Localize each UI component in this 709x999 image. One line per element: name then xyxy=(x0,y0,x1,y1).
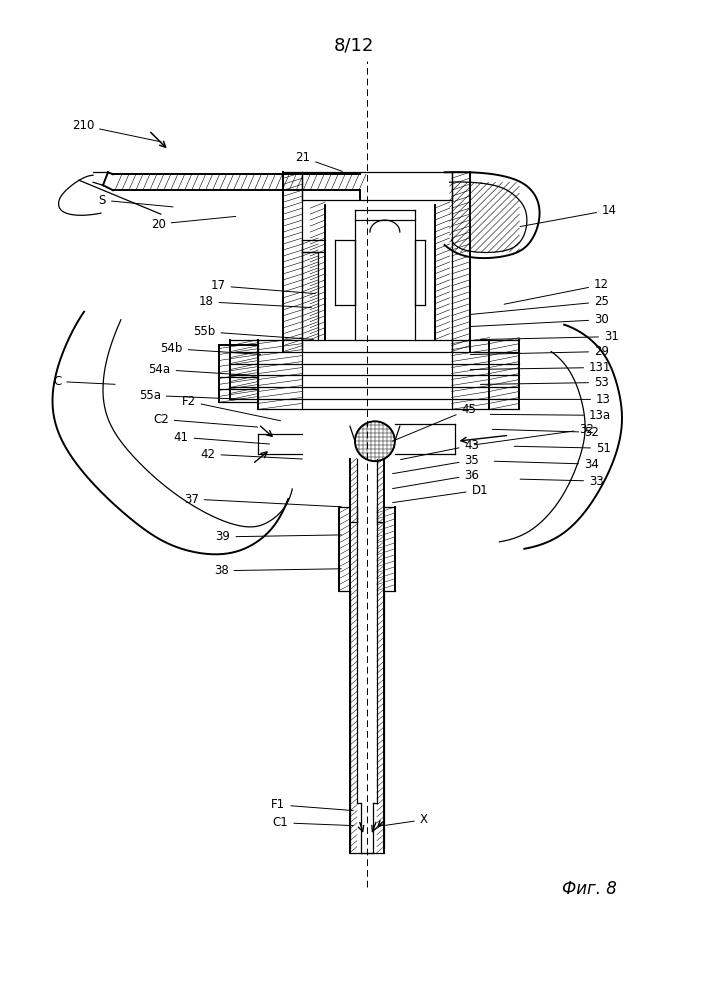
Text: 17: 17 xyxy=(211,280,316,294)
Text: 41: 41 xyxy=(174,431,269,444)
Text: 32: 32 xyxy=(474,423,594,445)
Text: 29: 29 xyxy=(470,345,609,358)
Text: 55a: 55a xyxy=(139,389,245,402)
Text: X: X xyxy=(386,813,428,826)
Text: 39: 39 xyxy=(216,530,341,543)
Text: 52: 52 xyxy=(492,426,599,439)
Text: 55b: 55b xyxy=(194,325,313,340)
Text: 14: 14 xyxy=(520,204,617,227)
Text: 131: 131 xyxy=(470,361,611,374)
Text: 36: 36 xyxy=(393,469,479,489)
Text: 18: 18 xyxy=(199,296,311,309)
Text: 21: 21 xyxy=(295,151,342,172)
Text: 30: 30 xyxy=(470,314,609,327)
Text: 34: 34 xyxy=(494,458,599,471)
Text: S: S xyxy=(99,194,173,207)
Text: 43: 43 xyxy=(401,439,479,460)
Text: 20: 20 xyxy=(151,217,235,231)
Text: 38: 38 xyxy=(213,564,341,577)
Text: 12: 12 xyxy=(504,279,609,305)
Text: F2: F2 xyxy=(182,395,281,421)
Text: 210: 210 xyxy=(72,119,161,142)
Text: C2: C2 xyxy=(153,413,257,427)
Text: 13: 13 xyxy=(499,393,611,406)
Text: 25: 25 xyxy=(470,296,609,315)
Text: C1: C1 xyxy=(272,816,353,829)
Text: C: C xyxy=(53,375,115,388)
Text: Фиг. 8: Фиг. 8 xyxy=(562,880,617,898)
Text: 54b: 54b xyxy=(160,342,261,355)
Text: 35: 35 xyxy=(393,454,479,474)
Text: 53: 53 xyxy=(480,376,609,389)
Text: D1: D1 xyxy=(393,484,489,502)
Text: 37: 37 xyxy=(184,493,341,506)
Text: 31: 31 xyxy=(480,330,619,343)
Text: 42: 42 xyxy=(201,448,303,461)
Text: 13a: 13a xyxy=(490,409,611,422)
Text: 51: 51 xyxy=(514,442,611,455)
Text: 45: 45 xyxy=(392,403,476,442)
Text: 33: 33 xyxy=(520,475,604,488)
Text: 8/12: 8/12 xyxy=(334,37,374,55)
Text: 54a: 54a xyxy=(149,363,250,376)
Text: F1: F1 xyxy=(271,798,353,811)
